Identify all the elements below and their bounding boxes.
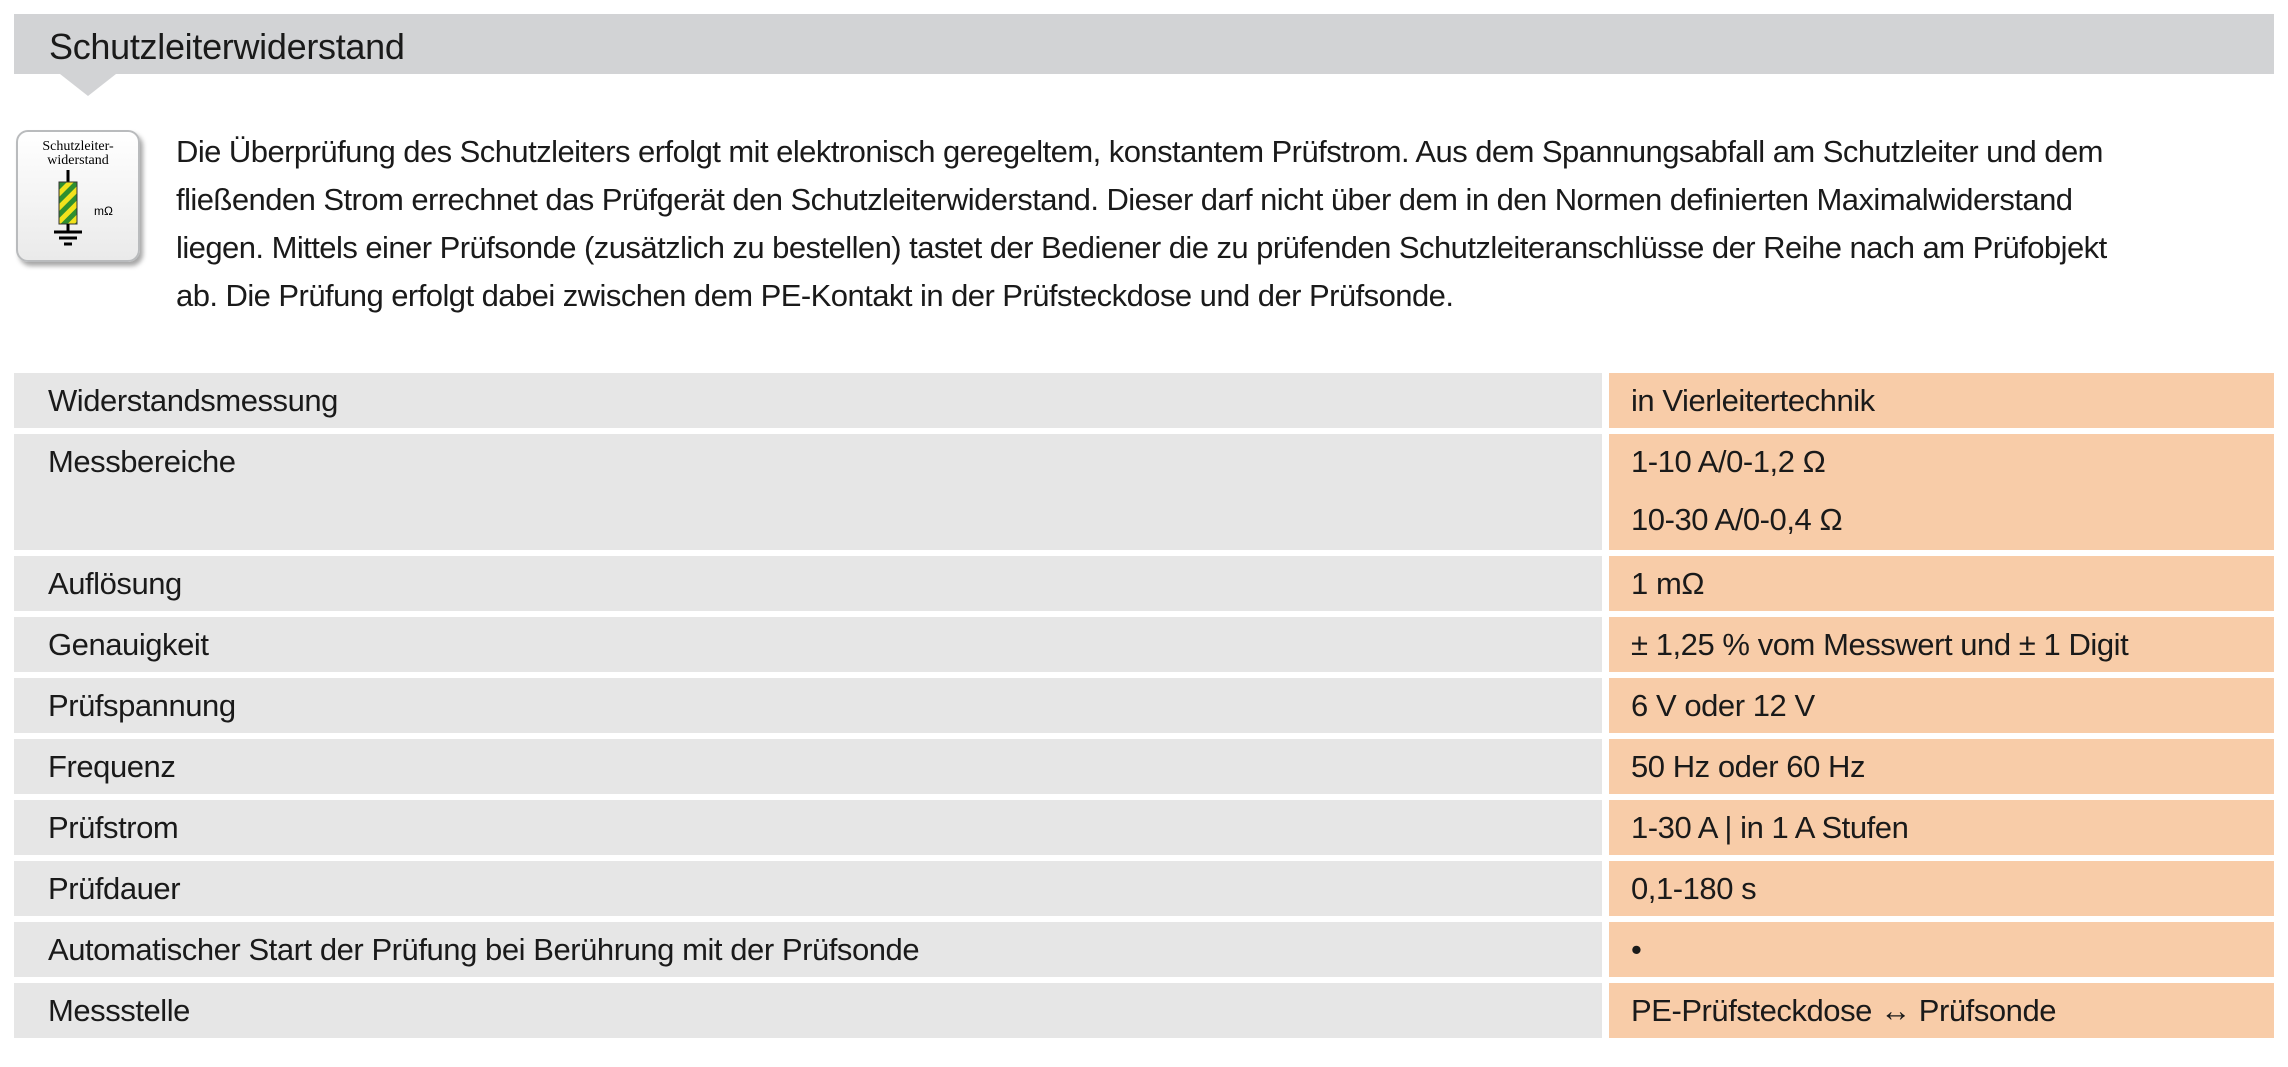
intro-line: fließenden Strom errechnet das Prüfgerät… xyxy=(176,182,2073,217)
spec-label-cell: Genauigkeit xyxy=(14,617,1602,672)
spec-label: Prüfspannung xyxy=(48,688,236,723)
header-notch xyxy=(60,74,116,96)
intro-paragraph: Die Überprüfung des Schutzleiters erfolg… xyxy=(176,128,2266,320)
spec-label-cell: Messstelle xyxy=(14,983,1602,1038)
spec-value: 1-30 A | in 1 A Stufen xyxy=(1631,810,1909,845)
spec-label-cell: Prüfdauer xyxy=(14,861,1602,916)
spec-row-pruefdauer: Prüfdauer 0,1-180 s xyxy=(14,861,2274,916)
schutzleiterwiderstand-icon: Schutzleiter- widerstand mΩ xyxy=(16,130,140,262)
spec-label: Auflösung xyxy=(48,566,182,601)
spec-label: Prüfdauer xyxy=(48,871,181,906)
section-title: Schutzleiterwiderstand xyxy=(49,26,405,67)
spec-label: Messstelle xyxy=(48,993,190,1028)
spec-label-cell: Widerstandsmessung xyxy=(14,373,1602,428)
spec-value: 10-30 A/0-0,4 Ω xyxy=(1631,502,1843,537)
spec-label-cell: Frequenz xyxy=(14,739,1602,794)
spec-row-frequenz: Frequenz 50 Hz oder 60 Hz xyxy=(14,739,2274,794)
spec-value-cell: 1-10 A/0-1,2 Ω 10-30 A/0-0,4 Ω xyxy=(1609,434,2274,550)
spec-label-cell: Messbereiche xyxy=(14,434,1602,550)
spec-value-cell: 50 Hz oder 60 Hz xyxy=(1609,739,2274,794)
spec-value: 1 mΩ xyxy=(1631,566,1705,601)
spec-value: 50 Hz oder 60 Hz xyxy=(1631,749,1866,784)
spec-row-genauigkeit: Genauigkeit ± 1,25 % vom Messwert und ± … xyxy=(14,617,2274,672)
spec-row-automatischer-start: Automatischer Start der Prüfung bei Berü… xyxy=(14,922,2274,977)
spec-label-cell: Prüfstrom xyxy=(14,800,1602,855)
spec-value-cell: 6 V oder 12 V xyxy=(1609,678,2274,733)
spec-label: Widerstandsmessung xyxy=(48,383,338,418)
spec-value-cell: 1 mΩ xyxy=(1609,556,2274,611)
bullet-icon: • xyxy=(1631,932,1642,967)
spec-label: Messbereiche xyxy=(48,444,236,479)
spec-label: Frequenz xyxy=(48,749,176,784)
spec-label-cell: Auflösung xyxy=(14,556,1602,611)
spec-value: in Vierleitertechnik xyxy=(1631,383,1875,418)
spec-value: 0,1-180 s xyxy=(1631,871,1757,906)
spec-row-widerstandsmessung: Widerstandsmessung in Vierleitertechnik xyxy=(14,373,2274,428)
icon-label: Schutzleiter- widerstand xyxy=(42,139,114,168)
spec-row-messbereiche: Messbereiche 1-10 A/0-1,2 Ω 10-30 A/0-0,… xyxy=(14,434,2274,550)
spec-value-cell: • xyxy=(1609,922,2274,977)
section-header: Schutzleiterwiderstand xyxy=(14,14,2274,74)
intro-line: liegen. Mittels einer Prüfsonde (zusätzl… xyxy=(176,230,2107,265)
spec-value: ± 1,25 % vom Messwert und ± 1 Digit xyxy=(1631,627,2129,662)
spec-label: Automatischer Start der Prüfung bei Berü… xyxy=(48,932,920,967)
spec-row-aufloesung: Auflösung 1 mΩ xyxy=(14,556,2274,611)
spec-value: 1-10 A/0-1,2 Ω xyxy=(1631,444,1826,479)
spec-label: Genauigkeit xyxy=(48,627,209,662)
spec-row-messstelle: Messstelle PE-Prüfsteckdose ↔ Prüfsonde xyxy=(14,983,2274,1038)
spec-row-pruefspannung: Prüfspannung 6 V oder 12 V xyxy=(14,678,2274,733)
spec-label-cell: Prüfspannung xyxy=(14,678,1602,733)
spec-value-cell: PE-Prüfsteckdose ↔ Prüfsonde xyxy=(1609,983,2274,1038)
spec-label-cell: Automatischer Start der Prüfung bei Berü… xyxy=(14,922,1602,977)
spec-row-pruefstrom: Prüfstrom 1-30 A | in 1 A Stufen xyxy=(14,800,2274,855)
spec-value-cell: 1-30 A | in 1 A Stufen xyxy=(1609,800,2274,855)
spec-value-cell: 0,1-180 s xyxy=(1609,861,2274,916)
intro-line: Die Überprüfung des Schutzleiters erfolg… xyxy=(176,134,2104,169)
spec-label: Prüfstrom xyxy=(48,810,179,845)
spec-value: 6 V oder 12 V xyxy=(1631,688,1815,723)
icon-unit: mΩ xyxy=(94,204,113,218)
spec-value: PE-Prüfsteckdose ↔ Prüfsonde xyxy=(1631,993,2057,1028)
spec-table: Widerstandsmessung in Vierleitertechnik … xyxy=(14,373,2274,1044)
intro-line: ab. Die Prüfung erfolgt dabei zwischen d… xyxy=(176,278,1454,313)
ground-conductor-icon xyxy=(54,170,82,246)
spec-value-cell: in Vierleitertechnik xyxy=(1609,373,2274,428)
spec-value-cell: ± 1,25 % vom Messwert und ± 1 Digit xyxy=(1609,617,2274,672)
